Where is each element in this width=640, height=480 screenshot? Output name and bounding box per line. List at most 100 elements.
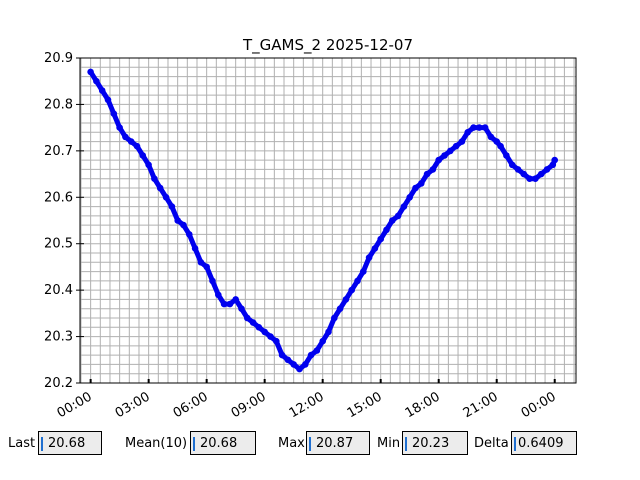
x-tick-label: 18:00	[403, 389, 443, 421]
data-point	[365, 254, 373, 261]
data-point	[348, 286, 356, 294]
data-point	[412, 184, 419, 192]
x-tick-label: 00:00	[519, 389, 559, 421]
data-point	[98, 87, 106, 94]
x-tick-label: 03:00	[113, 389, 153, 421]
data-point	[290, 361, 298, 368]
last-value-field[interactable]: 20.68	[38, 431, 102, 455]
data-point	[532, 175, 539, 182]
cursor-mark	[41, 437, 43, 451]
y-tick-label: 20.7	[44, 144, 73, 159]
data-point	[139, 152, 147, 159]
data-point	[191, 245, 199, 252]
data-point	[360, 268, 367, 275]
data-point	[481, 124, 489, 131]
data-point	[389, 217, 396, 224]
data-point	[429, 166, 437, 173]
y-tick-label: 20.4	[44, 283, 73, 298]
last-label: Last	[8, 436, 36, 451]
data-point	[238, 305, 245, 313]
data-point	[394, 212, 402, 220]
data-point	[514, 166, 522, 173]
data-point	[406, 194, 414, 201]
x-tick-label: 15:00	[345, 389, 385, 421]
line-chart: T_GAMS_2 2025-12-07 20.2 20.3 20.4 20.5 20.6…	[44, 36, 577, 421]
data-point	[526, 175, 533, 182]
data-point	[215, 291, 222, 299]
cursor-mark	[193, 437, 195, 451]
y-tick-label: 20.6	[44, 190, 73, 205]
data-point	[452, 142, 460, 150]
data-point	[127, 138, 135, 145]
data-point	[87, 68, 94, 76]
data-point	[151, 175, 158, 182]
data-point	[226, 300, 234, 308]
data-point	[470, 124, 477, 131]
y-tick-label: 20.3	[44, 330, 73, 345]
plot-frame	[79, 57, 577, 384]
chart-title: T_GAMS_2 2025-12-07	[242, 36, 413, 55]
max-label: Max	[278, 436, 305, 451]
data-point	[371, 245, 379, 252]
x-tick-label: 21:00	[461, 389, 501, 421]
mean-value-field[interactable]: 20.68	[190, 431, 256, 455]
data-point	[278, 351, 286, 359]
y-tick-label: 20.2	[44, 376, 73, 391]
grid	[80, 58, 576, 383]
cursor-mark	[309, 437, 311, 451]
data-point	[476, 124, 483, 131]
data-point	[458, 138, 466, 145]
y-tick-label: 20.5	[44, 237, 73, 252]
data-point	[249, 319, 257, 326]
data-point	[116, 124, 123, 131]
data-point	[273, 337, 280, 345]
data-point	[174, 217, 181, 224]
data-point	[418, 180, 425, 187]
data-point	[508, 161, 516, 169]
x-tick-label: 12:00	[287, 389, 327, 421]
data-point	[493, 138, 501, 145]
data-point	[383, 226, 390, 234]
data-point	[520, 170, 528, 178]
data-point	[168, 203, 176, 210]
cursor-mark	[514, 437, 516, 451]
data-point	[197, 259, 205, 266]
data-point	[464, 129, 472, 136]
data-point	[296, 365, 303, 373]
data-point	[441, 152, 448, 159]
delta-value-field[interactable]: 0.6409	[511, 431, 577, 455]
data-point	[319, 337, 327, 345]
data-point	[302, 361, 309, 368]
x-tick-label: 06:00	[171, 389, 211, 421]
x-tick-label: 09:00	[229, 389, 269, 421]
data-point	[186, 231, 193, 238]
data-point	[331, 314, 338, 322]
mean-value: 20.68	[200, 436, 238, 451]
data-point	[537, 170, 545, 178]
data-point	[104, 96, 112, 104]
data-point	[180, 221, 187, 229]
data-point	[447, 147, 454, 155]
data-point	[423, 170, 431, 178]
data-point	[543, 166, 551, 173]
min-label: Min	[377, 436, 401, 451]
data-point	[551, 156, 558, 164]
data-point	[487, 133, 495, 141]
min-value-field[interactable]: 20.23	[402, 431, 468, 455]
data-point	[122, 133, 129, 141]
data-point	[284, 356, 292, 364]
data-point	[220, 300, 228, 308]
data-point	[497, 142, 504, 150]
last-value: 20.68	[48, 436, 86, 451]
mean-label: Mean(10)	[125, 436, 188, 451]
delta-value: 0.6409	[518, 436, 564, 451]
data-point	[354, 277, 361, 285]
data-point	[209, 277, 216, 285]
data-point	[342, 296, 350, 303]
y-tick-label: 20.9	[44, 51, 73, 66]
data-point	[156, 184, 164, 192]
data-point	[267, 333, 274, 340]
data-point	[203, 263, 210, 271]
max-value-field[interactable]: 20.87	[306, 431, 370, 455]
delta-label: Delta	[474, 436, 509, 451]
